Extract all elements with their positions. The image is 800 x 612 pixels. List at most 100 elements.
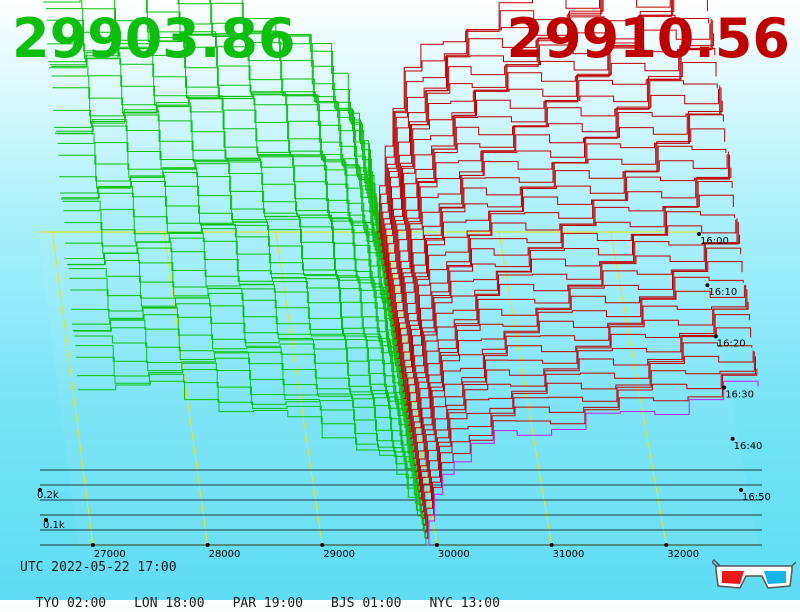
bid-snapshot-line [61,186,406,412]
bid-snapshot-line [73,327,422,512]
bid-snapshot-line [66,247,412,452]
ask-snapshot-line [396,100,723,353]
bid-snapshot-line [68,268,415,472]
ask-snapshot-line [404,181,733,406]
ask-snapshot-line [408,218,738,433]
ask-snapshot-line [415,285,745,473]
ask-snapshot-line [414,276,744,466]
time-tick-marker [739,488,743,492]
bid-snapshot-line [49,52,391,319]
time-tick-marker [713,334,718,339]
x-tick-marker [205,543,210,547]
ask-snapshot-line [392,80,718,326]
floor-plane [38,232,758,545]
ask-snapshot-line [378,0,602,240]
bid-snapshot-line [54,114,398,359]
ask-snapshot-line [420,327,752,506]
x-gridline [52,231,94,546]
ask-snapshot-line [395,87,722,346]
x-tick-marker [90,543,95,547]
bid-snapshot-line [43,0,384,272]
ask-snapshot-line [426,380,759,546]
y-tick-label: 0.2k [37,490,59,501]
ask-snapshot-line [383,0,708,273]
bid-snapshot-line [71,307,418,492]
bid-snapshot-line [114,0,385,279]
chart-grid [38,231,762,546]
ask-snapshot-line [406,211,736,419]
x-gridline [610,231,667,546]
x-tick-marker [549,543,554,547]
chart-floor-plane [38,232,758,545]
time-tick-marker [730,436,735,441]
ask-snapshot-line [417,289,748,486]
bid-snapshot-line [53,109,396,352]
ask-snapshot-line [385,23,711,286]
ask-snapshot-line [397,114,724,359]
time-tick-label: 16:40 [734,441,763,452]
y-tick-marker [38,488,42,492]
x-gridline [275,231,323,546]
x-tick-label: 28000 [209,549,241,560]
ask-snapshot-line [403,167,732,399]
bid-snapshot-line [61,192,407,419]
timezone-par: PAR 19:00 [232,596,304,611]
3d-glasses-icon[interactable] [712,556,796,596]
ask-snapshot-line [394,85,721,340]
ask-snapshot-line [382,0,674,266]
ask-snapshot-line [418,301,749,493]
ask-snapshot-line [384,14,710,280]
bid-snapshot-line [70,289,417,486]
bid-snapshot-line [209,0,379,239]
bid-snapshot-line [76,356,425,532]
x-tick-label: 31000 [553,549,585,560]
bid-snapshot-line [77,373,426,539]
ask-snapshot-line [409,221,739,439]
ask-snapshot-line [401,151,729,386]
time-tick-marker [697,232,701,236]
y-tick-label: 0.1k [43,520,65,531]
ask-snapshot-line [387,20,713,300]
ask-snapshot-line [398,128,726,366]
ask-snapshot-line [399,145,727,373]
timezone-bjs: BJS 01:00 [331,596,402,611]
x-gridline [163,231,209,546]
bid-price: 29903.86 [12,7,296,70]
bid-snapshot-line [210,0,380,246]
ask-snapshot-line [413,261,743,459]
x-tick-label: 30000 [438,549,470,560]
x-gridline [386,231,438,546]
ask-snapshot-line [416,284,747,479]
ask-snapshot-line [389,33,715,306]
time-tick-marker [722,385,727,390]
bid-depth-series [43,0,427,545]
time-tick-label: 16:10 [708,287,737,298]
bid-snapshot-line [74,335,423,519]
x-tick-marker [434,543,439,547]
ask-snapshot-line [423,351,755,526]
axis-ticks: 27000 28000 29000 30000 31000 32000 0.1k 0.2k 16… [37,232,771,560]
time-tick-marker [705,283,710,288]
timezone-nyc: NYC 13:00 [429,596,500,611]
bid-snapshot-line [60,181,405,406]
bid-snapshot-line [72,319,421,505]
x-tick-label: 29000 [323,549,355,560]
ask-snapshot-line [412,247,742,453]
bid-snapshot-line [47,43,389,306]
time-tick-label: 16:30 [725,390,754,401]
ask-snapshot-line [424,356,756,533]
ask-snapshot-line [422,350,754,519]
ask-snapshot-line [407,219,737,426]
ask-snapshot-line [402,154,731,393]
ask-snapshot-line [377,0,600,233]
time-tick-label: 16:00 [700,236,729,247]
ask-snapshot-line [391,62,717,320]
ask-snapshot-line [379,0,603,246]
ask-snapshot-line [419,314,750,499]
ask-snapshot-line [381,0,672,260]
x-tick-marker [320,543,325,547]
ask-depth-series [377,0,759,546]
ask-snapshot-line [386,18,712,293]
bid-snapshot-line [66,252,413,459]
x-tick-label: 32000 [667,549,699,560]
